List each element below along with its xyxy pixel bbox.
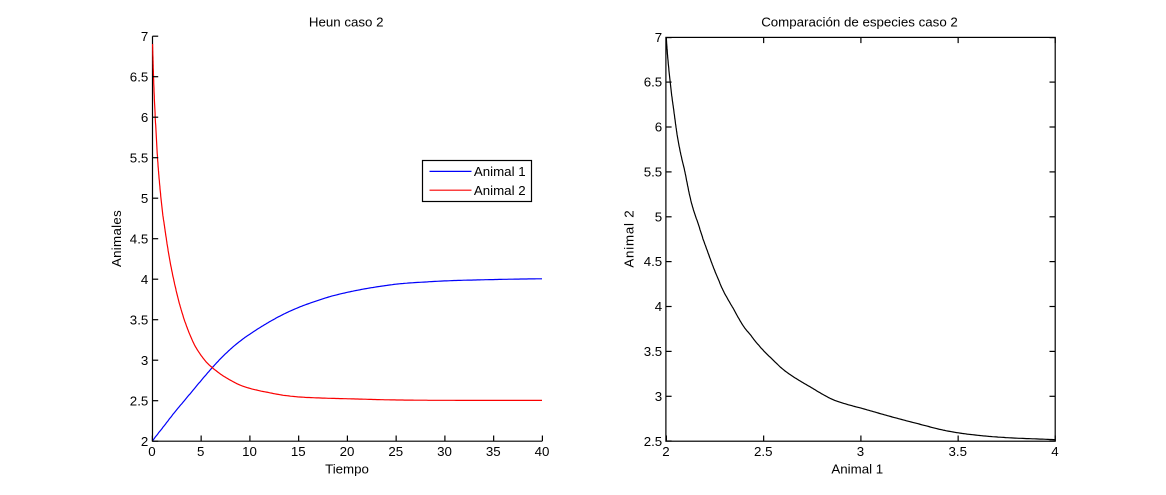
svg-text:5.5: 5.5 [644, 165, 663, 180]
svg-text:4.5: 4.5 [130, 231, 149, 246]
svg-text:40: 40 [535, 444, 550, 459]
svg-text:Animal 2: Animal 2 [621, 210, 636, 268]
svg-text:3: 3 [141, 353, 148, 368]
svg-text:3.5: 3.5 [949, 444, 968, 459]
svg-text:Animal 1: Animal 1 [474, 164, 526, 179]
svg-text:6.5: 6.5 [130, 69, 149, 84]
svg-text:Animal 1: Animal 1 [831, 462, 883, 477]
svg-text:2.5: 2.5 [130, 393, 149, 408]
svg-text:20: 20 [340, 444, 355, 459]
svg-text:2: 2 [662, 444, 669, 459]
svg-text:6: 6 [655, 120, 662, 135]
svg-text:3.5: 3.5 [130, 312, 149, 327]
svg-text:Heun caso 2: Heun caso 2 [309, 14, 384, 29]
svg-text:7: 7 [655, 30, 662, 45]
svg-text:25: 25 [388, 444, 403, 459]
svg-text:10: 10 [242, 444, 257, 459]
svg-text:30: 30 [437, 444, 452, 459]
svg-text:7: 7 [141, 29, 148, 44]
svg-text:Animales: Animales [109, 210, 124, 267]
svg-text:5: 5 [197, 444, 204, 459]
svg-text:3: 3 [857, 444, 864, 459]
svg-text:3.5: 3.5 [644, 344, 663, 359]
svg-text:35: 35 [486, 444, 501, 459]
svg-text:Animal 2: Animal 2 [474, 183, 526, 198]
svg-text:6: 6 [141, 110, 148, 125]
svg-text:4: 4 [1051, 444, 1058, 459]
svg-text:2.5: 2.5 [644, 434, 663, 449]
svg-text:4.5: 4.5 [644, 254, 663, 269]
svg-text:5: 5 [141, 191, 148, 206]
svg-text:3: 3 [655, 389, 662, 404]
svg-text:4: 4 [655, 299, 662, 314]
svg-text:0: 0 [148, 444, 155, 459]
svg-text:5.5: 5.5 [130, 150, 149, 165]
svg-text:6.5: 6.5 [644, 75, 663, 90]
svg-text:Comparación de especies caso 2: Comparación de especies caso 2 [761, 14, 958, 29]
svg-text:5: 5 [655, 209, 662, 224]
svg-text:2.5: 2.5 [754, 444, 773, 459]
svg-text:2: 2 [141, 434, 148, 449]
svg-text:Tiempo: Tiempo [325, 462, 369, 477]
svg-text:15: 15 [291, 444, 306, 459]
svg-text:4: 4 [141, 272, 148, 287]
